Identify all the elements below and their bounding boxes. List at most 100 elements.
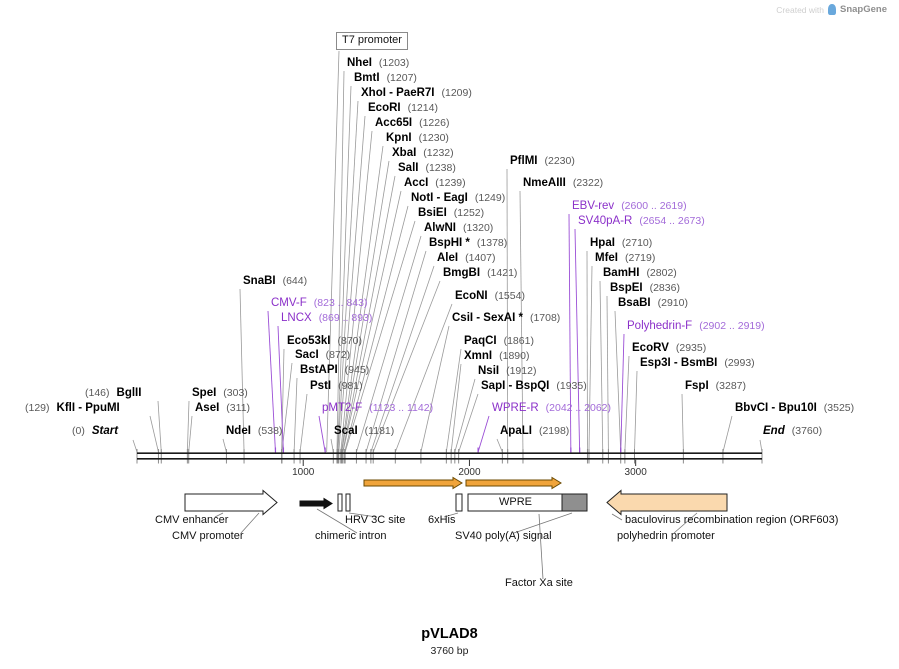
enzyme-label: BsaBI (2910) xyxy=(618,297,688,310)
enzyme-label: (0) Start xyxy=(72,425,118,438)
enzyme-name: AlwNI xyxy=(424,222,456,234)
enzyme-label: KpnI (1230) xyxy=(386,132,449,145)
enzyme-name: Eco53kI xyxy=(287,335,331,347)
primer-range: (2902 .. 2919) xyxy=(699,320,765,332)
enzyme-name: BstAPI xyxy=(300,364,338,376)
enzyme-label: ScaI (1181) xyxy=(334,425,394,438)
primer-label: SV40pA-R (2654 .. 2673) xyxy=(578,215,705,228)
enzyme-name: PaqCI xyxy=(464,335,497,347)
enzyme-name: ScaI xyxy=(334,425,358,437)
site-leader-line xyxy=(445,348,462,453)
hrv-3c-site-bar xyxy=(345,493,351,512)
enzyme-label: MfeI (2719) xyxy=(595,252,655,265)
enzyme-position: (311) xyxy=(226,402,251,414)
primer-name: Polyhedrin-F xyxy=(627,320,693,332)
feature-bar xyxy=(337,493,343,512)
site-leader-line xyxy=(341,145,384,453)
site-leader-line xyxy=(188,415,193,453)
enzyme-position: (2935) xyxy=(675,342,707,354)
site-leader-line xyxy=(372,280,441,453)
primer-range: (2600 .. 2619) xyxy=(621,200,687,212)
site-leader-line xyxy=(344,205,409,453)
site-leader-line xyxy=(132,439,138,453)
enzyme-label: Esp3I - BsmBI (2993) xyxy=(640,357,755,370)
enzyme-position: (1890) xyxy=(499,350,530,362)
primer-label: WPRE-R (2042 .. 2062) xyxy=(492,402,611,415)
primer-label: pMT2-F (1123 .. 1142) xyxy=(322,402,433,415)
feature-label: CMV promoter xyxy=(172,530,244,542)
feature-label: WPRE xyxy=(499,496,532,508)
enzyme-name: HpaI xyxy=(590,237,615,249)
site-leader-line xyxy=(606,295,609,453)
enzyme-position: (2910) xyxy=(657,297,688,309)
enzyme-name: Start xyxy=(91,425,119,437)
primer-range: (2654 .. 2673) xyxy=(639,215,705,227)
enzyme-position: (129) xyxy=(25,402,50,414)
primer-name: pMT2-F xyxy=(322,402,363,414)
feature-label: chimeric intron xyxy=(315,530,387,542)
site-leader-line xyxy=(624,355,630,453)
enzyme-name: XbaI xyxy=(392,147,417,159)
enzyme-position: (1238) xyxy=(425,162,456,174)
orf-arrow-1 xyxy=(363,476,463,490)
enzyme-label: EcoRV (2935) xyxy=(632,342,706,355)
enzyme-position: (2198) xyxy=(538,425,570,437)
enzyme-label: Eco53kI (870) xyxy=(287,335,362,348)
site-leader-line xyxy=(299,393,308,453)
site-leader-line xyxy=(454,378,476,453)
enzyme-name: SpeI xyxy=(192,387,217,399)
primer-label: LNCX (869 .. 893) xyxy=(281,312,372,325)
enzyme-name: BmtI xyxy=(354,72,380,84)
enzyme-position: (1181) xyxy=(364,425,395,437)
enzyme-name: BbvCI - Bpu10I xyxy=(735,402,817,414)
enzyme-label: AleI (1407) xyxy=(437,252,495,265)
enzyme-label: NotI - EagI (1249) xyxy=(411,192,505,205)
enzyme-label: HpaI (2710) xyxy=(590,237,652,250)
enzyme-position: (1207) xyxy=(386,72,417,84)
feature-label: HRV 3C site xyxy=(345,514,406,526)
feature-label: 6xHis xyxy=(428,514,456,526)
enzyme-position: (1214) xyxy=(407,102,438,114)
feature-label: SV40 poly(A) signal xyxy=(455,530,552,542)
site-leader-line xyxy=(356,235,422,453)
enzyme-position: (1209) xyxy=(441,87,472,99)
site-leader-line xyxy=(186,400,190,453)
enzyme-name: PflMI xyxy=(510,155,538,167)
enzyme-label: XhoI - PaeR7I (1209) xyxy=(361,87,472,100)
feature-label: Factor Xa site xyxy=(505,577,573,589)
enzyme-position: (2322) xyxy=(572,177,604,189)
enzyme-position: (303) xyxy=(223,387,248,399)
enzyme-label: PstI (981) xyxy=(310,380,363,393)
site-leader-line xyxy=(344,220,416,453)
snapgene-watermark: Created with SnapGene xyxy=(776,4,887,15)
enzyme-name: BsiEI xyxy=(418,207,447,219)
enzyme-position: (945) xyxy=(344,364,370,376)
site-leader-line xyxy=(342,190,402,453)
enzyme-name: SalI xyxy=(398,162,419,174)
enzyme-name: BsaBI xyxy=(618,297,651,309)
enzyme-label: SnaBI (644) xyxy=(243,275,307,288)
enzyme-position: (1226) xyxy=(419,117,450,129)
enzyme-position: (146) xyxy=(85,387,110,399)
enzyme-position: (981) xyxy=(338,380,363,392)
enzyme-name: MfeI xyxy=(595,252,618,264)
primer-name: WPRE-R xyxy=(492,402,539,414)
site-leader-line xyxy=(458,393,479,453)
site-leader-line xyxy=(394,303,453,453)
site-leader-line xyxy=(281,362,293,453)
feature-callout-line xyxy=(214,512,224,518)
enzyme-label: AlwNI (1320) xyxy=(424,222,493,235)
enzyme-label: BspEI (2836) xyxy=(610,282,680,295)
plasmid-size: 3760 bp xyxy=(430,645,469,657)
primer-name: EBV-rev xyxy=(572,200,615,212)
enzyme-label: SacI (872) xyxy=(295,349,350,362)
site-leader-line xyxy=(149,415,159,453)
primer-leader-line xyxy=(620,333,625,453)
site-leader-line xyxy=(281,348,285,453)
enzyme-name: EcoNI xyxy=(455,290,488,302)
enzyme-position: (1912) xyxy=(506,365,537,377)
enzyme-position: (3287) xyxy=(715,380,746,392)
enzyme-label: NdeI (538) xyxy=(226,425,282,438)
